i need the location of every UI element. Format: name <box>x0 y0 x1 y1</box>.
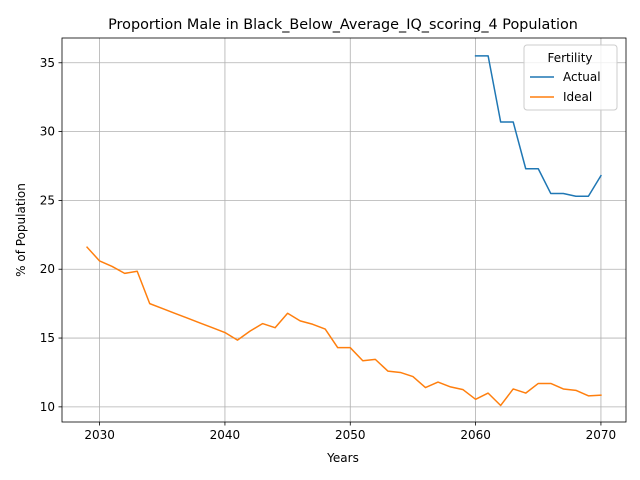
y-tick-label: 15 <box>40 331 55 345</box>
y-axis-label: % of Population <box>14 183 28 277</box>
legend-label-actual: Actual <box>563 70 601 84</box>
x-tick-label: 2040 <box>210 428 241 442</box>
x-tick-label: 2030 <box>84 428 115 442</box>
legend-label-ideal: Ideal <box>563 90 592 104</box>
x-axis-label: Years <box>326 451 359 465</box>
x-tick-label: 2060 <box>460 428 491 442</box>
chart-title: Proportion Male in Black_Below_Average_I… <box>108 17 578 33</box>
y-tick-label: 30 <box>40 125 55 139</box>
y-tick-label: 20 <box>40 262 55 276</box>
legend-title: Fertility <box>547 51 592 65</box>
x-tick-label: 2050 <box>335 428 366 442</box>
y-tick-label: 25 <box>40 193 55 207</box>
x-tick-label: 2070 <box>586 428 617 442</box>
y-tick-label: 10 <box>40 400 55 414</box>
y-tick-label: 35 <box>40 56 55 70</box>
legend: Fertility Actual Ideal <box>524 45 617 110</box>
